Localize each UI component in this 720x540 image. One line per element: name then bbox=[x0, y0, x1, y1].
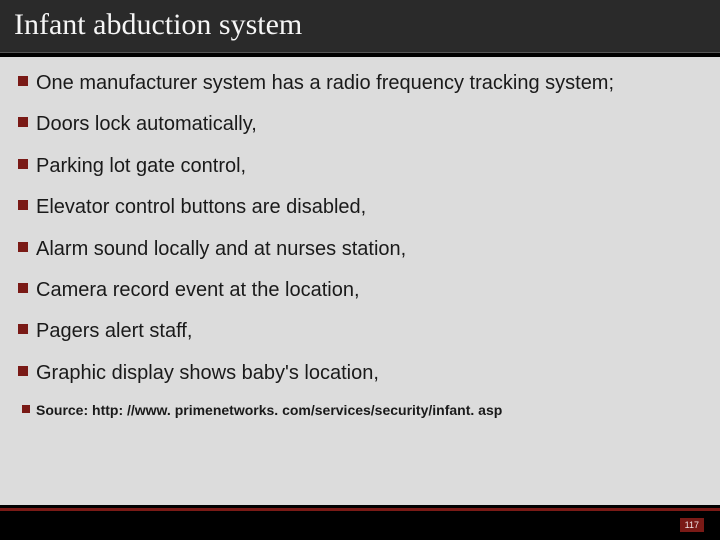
bullet-text: Camera record event at the location, bbox=[36, 279, 360, 301]
bullet-square-icon bbox=[18, 117, 28, 127]
bullet-text: Graphic display shows baby's location, bbox=[36, 362, 379, 384]
list-item: Pagers alert staff, bbox=[18, 319, 702, 343]
source-line: Source: http: //www. primenetworks. com/… bbox=[18, 402, 702, 419]
bullet-text: Elevator control buttons are disabled, bbox=[36, 196, 366, 218]
bullet-square-icon bbox=[18, 324, 28, 334]
list-item: Graphic display shows baby's location, bbox=[18, 361, 702, 385]
bullet-text: Doors lock automatically, bbox=[36, 113, 257, 135]
bullet-text: Pagers alert staff, bbox=[36, 320, 192, 342]
list-item: Camera record event at the location, bbox=[18, 278, 702, 302]
bullet-text: Alarm sound locally and at nurses statio… bbox=[36, 238, 406, 260]
source-text: Source: http: //www. primenetworks. com/… bbox=[36, 402, 502, 418]
accent-line bbox=[0, 508, 720, 511]
bullet-square-icon bbox=[18, 366, 28, 376]
list-item: Parking lot gate control, bbox=[18, 154, 702, 178]
bullet-text: Parking lot gate control, bbox=[36, 155, 246, 177]
list-item: Doors lock automatically, bbox=[18, 112, 702, 136]
slide-body: One manufacturer system has a radio freq… bbox=[0, 57, 720, 505]
bullet-square-icon bbox=[18, 76, 28, 86]
list-item: Alarm sound locally and at nurses statio… bbox=[18, 237, 702, 261]
list-item: One manufacturer system has a radio freq… bbox=[18, 71, 702, 95]
bullet-square-icon bbox=[18, 283, 28, 293]
bullet-square-icon bbox=[18, 159, 28, 169]
footer-strip: 117 bbox=[0, 508, 720, 540]
list-item: Elevator control buttons are disabled, bbox=[18, 195, 702, 219]
slide-title: Infant abduction system bbox=[14, 8, 706, 42]
bullet-square-icon bbox=[22, 405, 30, 413]
bullet-text: One manufacturer system has a radio freq… bbox=[36, 72, 614, 94]
bullet-square-icon bbox=[18, 200, 28, 210]
bullet-list: One manufacturer system has a radio freq… bbox=[18, 71, 702, 419]
page-number-badge: 117 bbox=[680, 518, 704, 532]
title-bar: Infant abduction system bbox=[0, 0, 720, 53]
bullet-square-icon bbox=[18, 242, 28, 252]
